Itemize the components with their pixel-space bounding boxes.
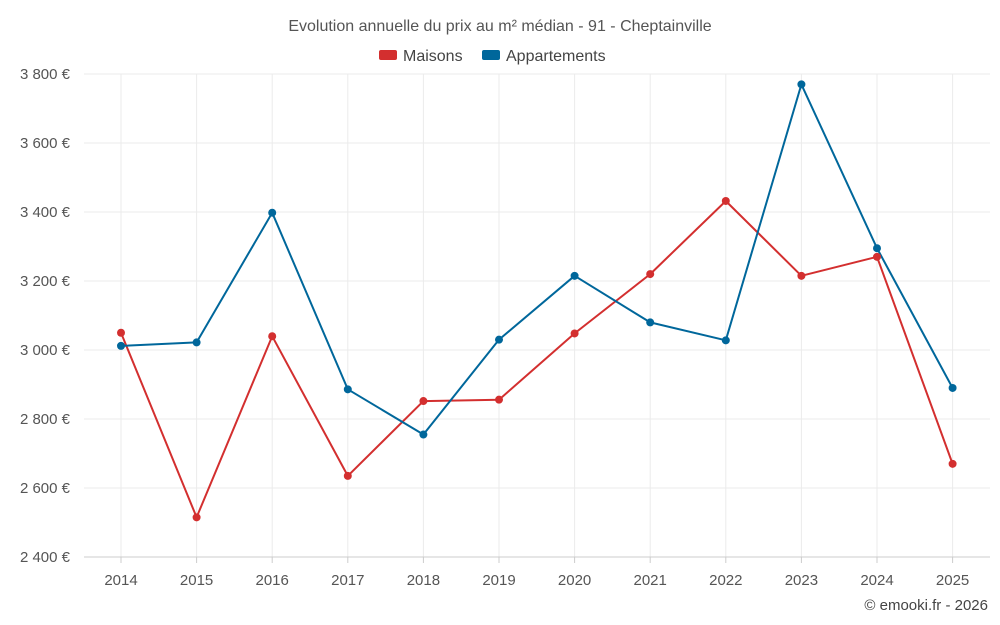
legend-swatch-appartements <box>482 50 500 60</box>
x-axis-ticks: 2014 2015 2016 2017 2018 2019 2020 2021 2022 2023… <box>104 557 969 589</box>
data-point-maisons[interactable] <box>192 513 201 522</box>
data-point-appartements[interactable] <box>343 385 352 394</box>
x-tick-label: 2015 <box>180 572 213 589</box>
data-point-appartements[interactable] <box>117 341 125 350</box>
x-tick-label: 2018 <box>407 572 440 589</box>
data-point-maisons[interactable] <box>721 196 730 205</box>
legend-swatch-maisons <box>379 50 397 60</box>
credit-text: © emooki.fr - 2026 <box>864 597 988 614</box>
y-tick-label: 2 400 € <box>20 549 71 566</box>
y-tick-label: 3 400 € <box>20 204 71 221</box>
x-gridlines <box>120 74 954 557</box>
data-point-appartements[interactable] <box>797 80 806 89</box>
data-point-maisons[interactable] <box>570 329 579 338</box>
series-lines <box>120 83 954 519</box>
data-point-appartements[interactable] <box>419 430 428 439</box>
x-tick-label: 2024 <box>860 572 893 589</box>
data-point-appartements[interactable] <box>948 383 957 392</box>
data-point-maisons[interactable] <box>873 252 881 261</box>
data-point-maisons[interactable] <box>117 328 125 337</box>
data-point-appartements[interactable] <box>495 335 503 344</box>
x-tick-label: 2023 <box>785 572 818 589</box>
x-tick-label: 2014 <box>104 572 137 589</box>
data-point-maisons[interactable] <box>797 271 806 280</box>
chart-title: Evolution annuelle du prix au m² médian … <box>288 18 711 35</box>
data-point-appartements[interactable] <box>646 318 655 327</box>
x-tick-label: 2022 <box>709 572 742 589</box>
x-tick-label: 2017 <box>331 572 364 589</box>
data-point-appartements[interactable] <box>570 271 579 280</box>
data-point-maisons[interactable] <box>495 395 503 404</box>
legend-label-appartements[interactable]: Appartements <box>506 48 606 65</box>
y-tick-label: 3 200 € <box>20 273 71 290</box>
x-tick-label: 2016 <box>256 572 289 589</box>
y-gridlines <box>84 73 990 489</box>
y-axis-ticks: 2 400 € 2 600 € 2 800 € 3 000 € 3 200 € 3 400… <box>20 66 71 566</box>
y-tick-label: 3 000 € <box>20 342 71 359</box>
y-tick-label: 3 800 € <box>20 66 71 83</box>
data-point-maisons[interactable] <box>948 459 957 468</box>
legend: Maisons Appartements <box>379 48 606 65</box>
series-line-appartements <box>120 83 954 436</box>
data-point-appartements[interactable] <box>721 336 730 345</box>
y-tick-label: 3 600 € <box>20 135 71 152</box>
y-tick-label: 2 800 € <box>20 411 71 428</box>
series-line-maisons <box>120 200 954 519</box>
series-points <box>117 80 957 522</box>
data-point-maisons[interactable] <box>419 397 428 406</box>
data-point-maisons[interactable] <box>268 332 277 341</box>
data-point-maisons[interactable] <box>343 471 352 480</box>
y-tick-label: 2 600 € <box>20 480 71 497</box>
data-point-appartements[interactable] <box>192 338 201 347</box>
x-tick-label: 2021 <box>634 572 667 589</box>
data-point-maisons[interactable] <box>646 270 655 279</box>
legend-label-maisons[interactable]: Maisons <box>403 48 463 65</box>
x-tick-label: 2020 <box>558 572 591 589</box>
x-tick-label: 2019 <box>482 572 515 589</box>
data-point-appartements[interactable] <box>268 208 277 217</box>
x-tick-label: 2025 <box>936 572 969 589</box>
data-point-appartements[interactable] <box>873 244 881 253</box>
